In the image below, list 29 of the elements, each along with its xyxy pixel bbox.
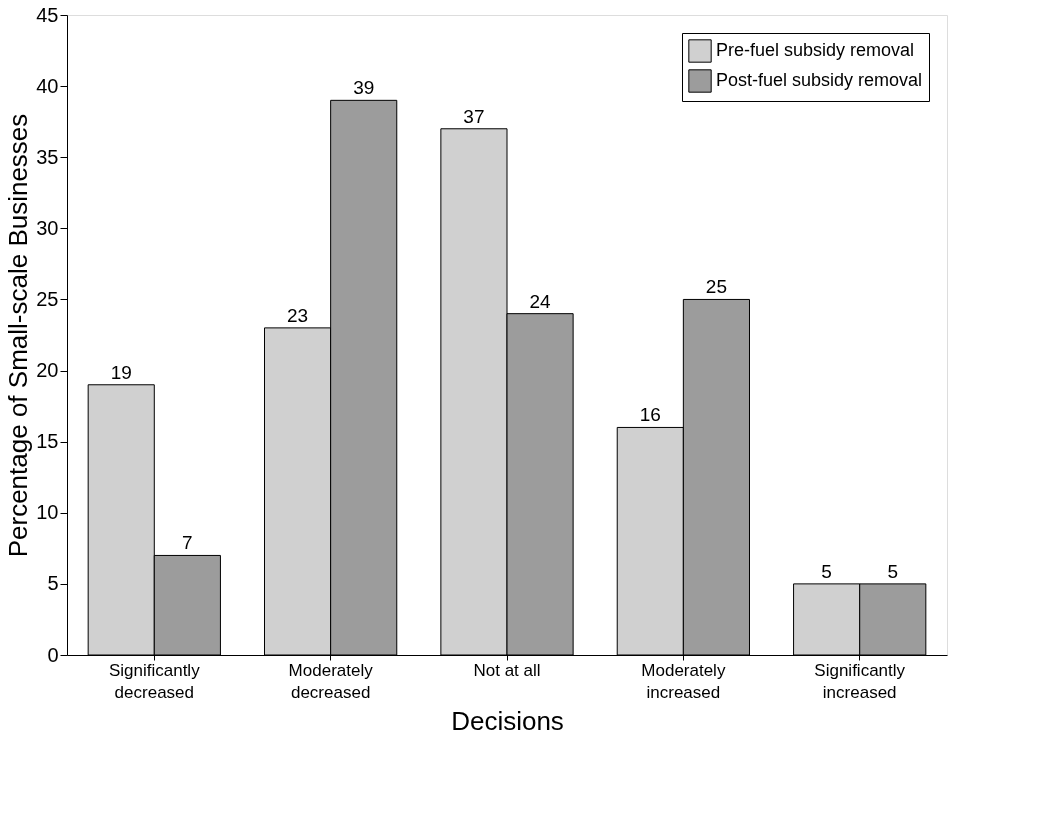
data-label: 5	[887, 560, 899, 582]
y-tick-label: 30	[36, 216, 59, 239]
legend-label: Pre-fuel subsidy removal	[716, 40, 915, 60]
x-tick-label: Significantly decreased	[108, 660, 201, 702]
y-tick-label: 0	[47, 643, 59, 666]
data-label: 16	[639, 404, 661, 426]
x-axis-title: Decisions	[451, 705, 564, 736]
data-label: 23	[287, 304, 309, 326]
data-label: 19	[110, 361, 132, 383]
y-tick-label: 45	[36, 3, 59, 26]
y-tick-label: 10	[36, 501, 59, 524]
y-tick-label: 15	[36, 430, 59, 453]
legend-label: Post-fuel subsidy removal	[716, 70, 923, 90]
data-label: 7	[182, 532, 193, 554]
data-label: 24	[529, 290, 552, 312]
y-tick-label: 20	[36, 359, 59, 382]
data-label: 37	[463, 105, 485, 127]
x-tick-label: Not at all	[473, 660, 541, 680]
data-label: 5	[821, 560, 832, 582]
y-tick-label: 5	[47, 572, 59, 595]
y-axis-title: Percentage of Small-scale Businesses	[3, 113, 34, 558]
y-tick-label: 25	[36, 287, 59, 310]
data-label: 25	[705, 276, 727, 298]
x-tick-label: Moderately decreased	[288, 660, 374, 702]
y-tick-label: 35	[36, 145, 59, 168]
data-label: 39	[353, 77, 375, 99]
x-tick-label: Moderately increased	[641, 660, 726, 702]
y-tick-label: 40	[36, 74, 59, 97]
x-tick-label: Significantly increased	[814, 660, 906, 702]
